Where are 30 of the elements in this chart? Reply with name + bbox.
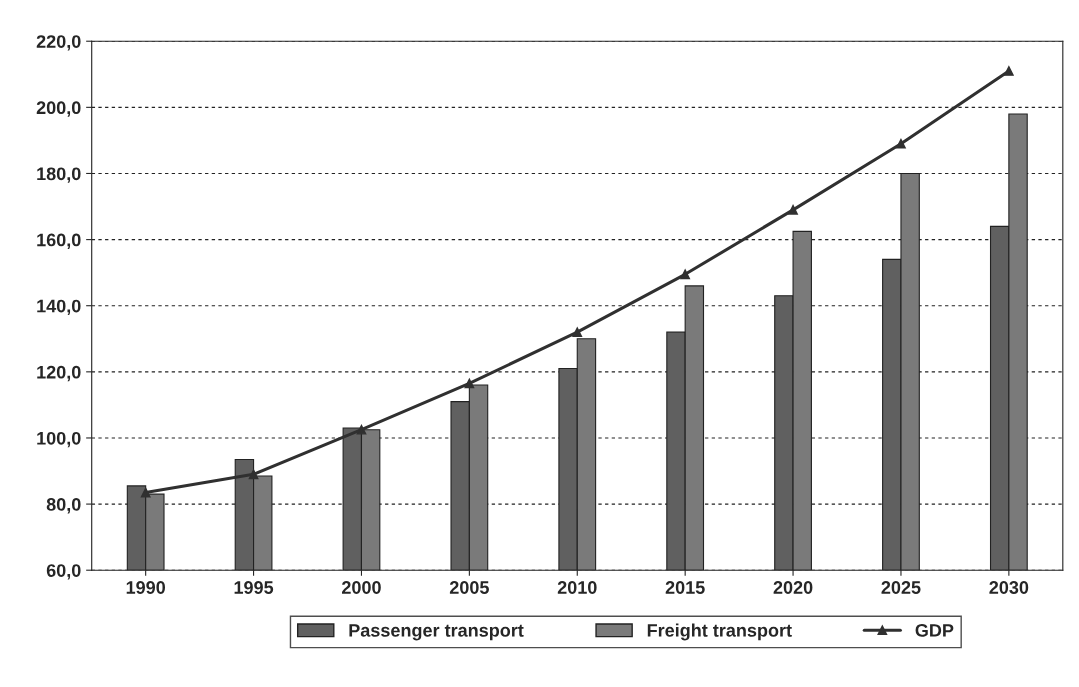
point [140, 487, 151, 498]
x-tick-label: 1995 [234, 581, 274, 594]
y-tick-label: 100,0 [37, 431, 81, 448]
y-tick-label: 120,0 [37, 365, 81, 382]
point [896, 138, 906, 149]
y-tick-label: 220,0 [36, 35, 81, 51]
x-tick-label: 2005 [449, 581, 489, 594]
legend-label: Passenger transport [349, 624, 524, 641]
x-tick-label: 2000 [342, 581, 381, 594]
point [1004, 66, 1014, 76]
point [464, 378, 475, 389]
x-tick-label: 2020 [773, 581, 813, 594]
point [248, 469, 259, 480]
point [788, 204, 798, 215]
y-tick-label: 140,0 [37, 299, 81, 316]
x-tick-label: 2010 [557, 581, 597, 594]
legend-label: Freight transport [647, 623, 792, 641]
y-tick-label: 160,0 [37, 233, 81, 249]
x-tick-label: 2030 [989, 581, 1029, 594]
x-tick-label: 1990 [126, 581, 166, 594]
x-tick-label: 2015 [665, 581, 705, 594]
y-tick-label: 180,0 [37, 167, 81, 183]
x-tick-label: 2025 [881, 581, 921, 594]
point [572, 327, 583, 338]
point [356, 424, 367, 435]
y-tick-label: 60,0 [46, 564, 81, 580]
y-tick-label: 200,0 [36, 101, 81, 117]
legend-label: GDP [915, 623, 954, 637]
point [680, 269, 691, 280]
y-tick-label: 80,0 [46, 498, 81, 514]
